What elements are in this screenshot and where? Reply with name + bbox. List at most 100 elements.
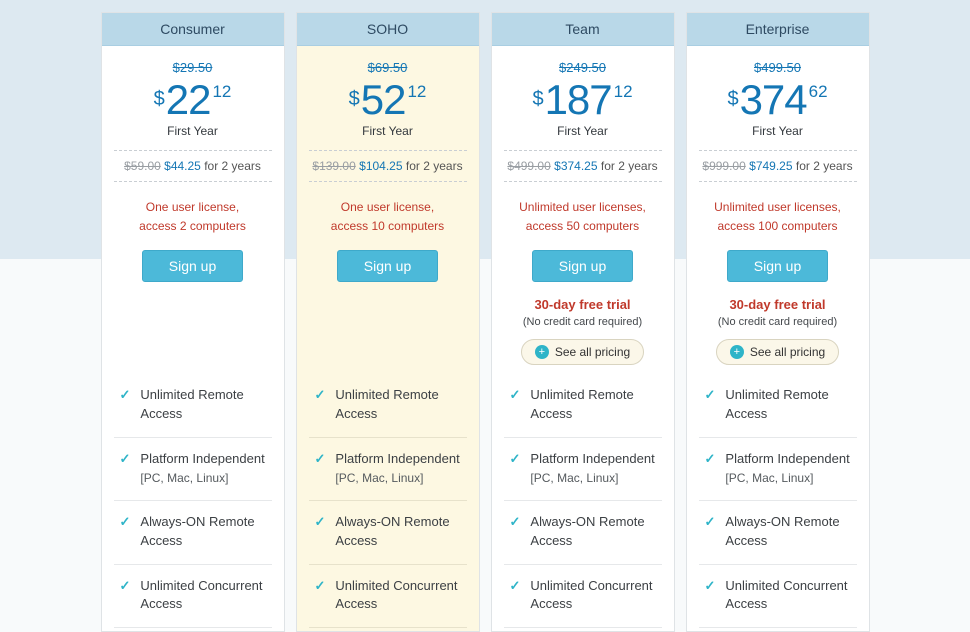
trial-title: 30-day free trial: [729, 297, 826, 313]
two-year-new-price: $44.25: [164, 159, 201, 173]
price-period-label: First Year: [167, 124, 218, 138]
sign-up-button[interactable]: Sign up: [531, 250, 634, 283]
check-icon: ✓: [704, 513, 716, 529]
license-info: One user license, access 10 computers: [297, 198, 479, 236]
check-icon: ✓: [314, 577, 326, 593]
feature-item: ✓ Unlimited Remote Access: [113, 374, 272, 438]
feature-list: ✓ Unlimited Remote Access ✓ Platform Ind…: [308, 374, 467, 629]
feature-label: Platform Independent: [530, 450, 655, 466]
feature-label: Always-ON Remote Access: [530, 513, 645, 548]
price-cents: 12: [407, 82, 427, 101]
two-year-old-price: $499.00: [507, 159, 551, 173]
feature-label: Unlimited Concurrent Access: [725, 577, 848, 612]
plan-name: Team: [565, 21, 600, 37]
license-line-1: Unlimited user licenses,: [519, 200, 646, 214]
sign-up-button[interactable]: Sign up: [726, 250, 829, 283]
feature-label: Unlimited Remote Access: [725, 387, 829, 421]
two-year-old-price: $139.00: [312, 159, 356, 173]
two-year-new-price: $374.25: [554, 159, 598, 173]
plan-header: Team: [491, 13, 674, 46]
old-price: $29.50: [172, 60, 213, 75]
feature-label: Unlimited Remote Access: [530, 387, 634, 421]
feature-label: Always-ON Remote Access: [725, 513, 840, 548]
price-block: $29.50 $ 22 12 First Year: [102, 46, 284, 150]
check-icon: ✓: [314, 387, 326, 402]
license-info: Unlimited user licenses, access 100 comp…: [687, 198, 869, 236]
feature-item: ✓ Unlimited Concurrent Access: [308, 565, 467, 629]
trial-title: 30-day free trial: [534, 297, 631, 313]
feature-sublabel: [PC, Mac, Linux]: [335, 470, 424, 485]
plan-actions: One user license, access 10 computers Si…: [297, 182, 479, 374]
price-dollars: 374: [739, 76, 808, 123]
plan-card-soho: SOHO $69.50 $ 52 12 First Year $139.00 $…: [295, 12, 480, 632]
feature-list: ✓ Unlimited Remote Access ✓ Platform Ind…: [113, 374, 272, 629]
feature-sublabel: [PC, Mac, Linux]: [140, 470, 229, 485]
two-year-old-price: $999.00: [702, 159, 746, 173]
feature-item: ✓ Unlimited Concurrent Access: [113, 565, 272, 629]
two-year-new-price: $104.25: [359, 159, 403, 173]
currency-symbol: $: [727, 88, 739, 110]
currency-symbol: $: [153, 88, 165, 110]
feature-item: ✓ Always-ON Remote Access: [698, 501, 857, 565]
feature-item: ✓ Unlimited Concurrent Access: [503, 565, 662, 629]
check-icon: ✓: [509, 577, 521, 593]
currency-symbol: $: [532, 88, 544, 110]
price-dollars: 52: [360, 76, 407, 123]
check-icon: ✓: [509, 450, 521, 466]
trial-info: 30-day free trial (No credit card requir…: [492, 297, 674, 366]
check-icon: ✓: [119, 577, 131, 593]
plan-card-enterprise: Enterprise $499.50 $ 374 62 First Year $…: [685, 12, 870, 632]
feature-list: ✓ Unlimited Remote Access ✓ Platform Ind…: [503, 374, 662, 629]
feature-label: Unlimited Concurrent Access: [140, 577, 263, 612]
plan-actions: Unlimited user licenses, access 50 compu…: [492, 182, 674, 374]
feature-item: ✓ Platform Independent [PC, Mac, Linux]: [113, 438, 272, 501]
feature-item: ✓ Always-ON Remote Access: [503, 501, 662, 565]
feature-label: Platform Independent: [140, 450, 265, 466]
feature-label: Always-ON Remote Access: [140, 513, 255, 548]
trial-note: (No credit card required): [522, 316, 643, 329]
current-price: $ 187 12: [532, 79, 632, 121]
feature-item: ✓ Always-ON Remote Access: [113, 501, 272, 565]
license-info: One user license, access 2 computers: [102, 198, 284, 236]
plan-actions: Unlimited user licenses, access 100 comp…: [687, 182, 869, 374]
sign-up-button[interactable]: Sign up: [336, 250, 439, 283]
price-block: $499.50 $ 374 62 First Year: [687, 46, 869, 150]
trial-info: 30-day free trial (No credit card requir…: [687, 297, 869, 366]
feature-label: Platform Independent: [335, 450, 460, 466]
current-price: $ 22 12: [154, 79, 232, 121]
see-all-pricing-label: See all pricing: [749, 345, 826, 360]
check-icon: ✓: [509, 513, 521, 529]
feature-item: ✓ Unlimited Remote Access: [698, 374, 857, 438]
see-all-pricing-button[interactable]: + See all pricing: [715, 339, 840, 366]
two-year-suffix: for 2 years: [795, 159, 853, 173]
price-dollars: 187: [544, 76, 613, 123]
check-icon: ✓: [119, 450, 131, 466]
plan-actions: One user license, access 2 computers Sig…: [102, 182, 284, 374]
check-icon: ✓: [704, 577, 716, 593]
currency-symbol: $: [348, 88, 360, 110]
plan-card-consumer: Consumer $29.50 $ 22 12 First Year $59.0…: [100, 12, 285, 632]
price-cents: 62: [808, 82, 828, 101]
sign-up-button[interactable]: Sign up: [141, 250, 244, 283]
feature-label: Unlimited Remote Access: [140, 387, 244, 421]
feature-item: ✓ Platform Independent [PC, Mac, Linux]: [308, 438, 467, 501]
check-icon: ✓: [314, 450, 326, 466]
feature-label: Platform Independent: [725, 450, 850, 466]
two-year-pricing: $499.00 $374.25 for 2 years: [503, 150, 662, 182]
price-period-label: First Year: [362, 124, 413, 138]
license-line-2: access 10 computers: [330, 219, 445, 234]
feature-sublabel: [PC, Mac, Linux]: [725, 470, 814, 485]
feature-label: Unlimited Concurrent Access: [530, 577, 653, 612]
two-year-pricing: $59.00 $44.25 for 2 years: [113, 150, 272, 182]
plan-name: Enterprise: [745, 21, 810, 37]
see-all-pricing-button[interactable]: + See all pricing: [520, 339, 645, 366]
feature-item: ✓ Platform Independent [PC, Mac, Linux]: [698, 438, 857, 501]
plan-header: SOHO: [296, 13, 479, 46]
price-cents: 12: [212, 82, 232, 101]
check-icon: ✓: [704, 387, 716, 402]
feature-label: Unlimited Concurrent Access: [335, 577, 458, 612]
see-all-pricing-label: See all pricing: [554, 345, 631, 360]
feature-sublabel: [PC, Mac, Linux]: [530, 470, 619, 485]
old-price: $69.50: [367, 60, 408, 75]
two-year-suffix: for 2 years: [405, 159, 463, 173]
